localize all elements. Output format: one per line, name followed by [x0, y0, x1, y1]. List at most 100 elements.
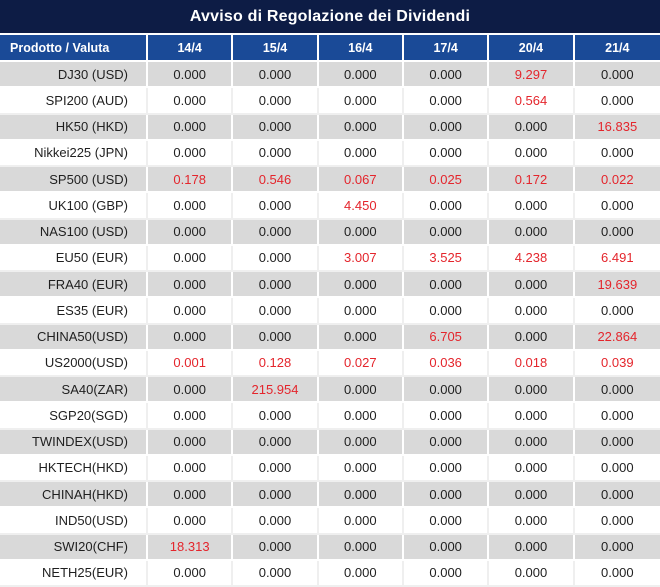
product-cell: NAS100 (USD) [0, 219, 148, 246]
value-cell: 0.000 [403, 114, 490, 141]
value-cell: 4.238 [489, 245, 575, 272]
value-cell: 0.000 [489, 324, 575, 351]
value-cell: 4.450 [318, 193, 404, 220]
value-cell: 0.000 [233, 114, 319, 141]
value-cell: 0.000 [233, 219, 319, 246]
value-cell: 0.000 [148, 219, 234, 246]
column-header-date-3: 16/4 [318, 35, 404, 62]
value-cell: 0.025 [403, 167, 490, 194]
value-cell: 0.000 [403, 560, 490, 587]
value-cell: 0.172 [489, 167, 575, 194]
value-cell: 0.000 [148, 140, 234, 167]
value-cell: 0.000 [574, 534, 660, 561]
table-row: IND50(USD) 0.000 0.000 0.000 0.000 0.000 0.000 [0, 508, 660, 535]
value-cell: 0.000 [233, 324, 319, 351]
product-cell: ES35 (EUR) [0, 298, 148, 325]
value-cell: 0.000 [148, 508, 234, 535]
product-cell: CHINAH(HKD) [0, 482, 148, 509]
value-cell: 3.525 [403, 245, 490, 272]
table-row: TWINDEX(USD) 0.000 0.000 0.000 0.000 0.000 0.0… [0, 429, 660, 456]
value-cell: 3.007 [318, 245, 404, 272]
product-cell: DJ30 (USD) [0, 62, 148, 89]
value-cell: 0.000 [318, 114, 404, 141]
value-cell: 0.000 [489, 140, 575, 167]
value-cell: 0.000 [233, 455, 319, 482]
product-cell: SWI20(CHF) [0, 534, 148, 561]
product-cell: NETH25(EUR) [0, 560, 148, 587]
value-cell: 16.835 [574, 114, 660, 141]
column-header-date-6: 21/4 [574, 35, 660, 62]
value-cell: 0.000 [403, 219, 490, 246]
value-cell: 0.000 [148, 455, 234, 482]
column-header-date-4: 17/4 [403, 35, 490, 62]
value-cell: 215.954 [233, 377, 319, 404]
column-header-date-2: 15/4 [233, 35, 319, 62]
value-cell: 0.000 [403, 193, 490, 220]
value-cell: 0.000 [233, 482, 319, 509]
value-cell: 0.564 [489, 88, 575, 115]
value-cell: 0.000 [318, 560, 404, 587]
value-cell: 0.000 [403, 62, 490, 89]
value-cell: 0.000 [489, 298, 575, 325]
value-cell: 0.000 [148, 88, 234, 115]
value-cell: 0.027 [318, 350, 404, 377]
table-row: UK100 (GBP) 0.000 0.000 4.450 0.000 0.000 0.00… [0, 193, 660, 220]
table-row: FRA40 (EUR) 0.000 0.000 0.000 0.000 0.000 19.6… [0, 272, 660, 299]
value-cell: 0.000 [318, 534, 404, 561]
value-cell: 0.000 [489, 429, 575, 456]
value-cell: 0.000 [148, 193, 234, 220]
table-row: CHINAH(HKD) 0.000 0.000 0.000 0.000 0.000 0.00… [0, 482, 660, 509]
value-cell: 0.000 [318, 455, 404, 482]
value-cell: 0.000 [148, 272, 234, 299]
product-cell: SA40(ZAR) [0, 377, 148, 404]
value-cell: 0.000 [489, 534, 575, 561]
value-cell: 0.000 [318, 298, 404, 325]
product-cell: FRA40 (EUR) [0, 272, 148, 299]
value-cell: 0.000 [403, 508, 490, 535]
value-cell: 0.000 [403, 88, 490, 115]
value-cell: 0.000 [403, 429, 490, 456]
value-cell: 0.000 [489, 560, 575, 587]
value-cell: 0.000 [233, 245, 319, 272]
column-header-date-1: 14/4 [148, 35, 234, 62]
value-cell: 0.000 [318, 482, 404, 509]
value-cell: 0.001 [148, 350, 234, 377]
value-cell: 0.022 [574, 167, 660, 194]
value-cell: 0.000 [574, 508, 660, 535]
value-cell: 0.039 [574, 350, 660, 377]
table-header-row: Prodotto / Valuta 14/4 15/4 16/4 17/4 20… [0, 35, 660, 62]
value-cell: 0.000 [233, 508, 319, 535]
value-cell: 0.000 [489, 377, 575, 404]
value-cell: 0.000 [233, 62, 319, 89]
value-cell: 0.000 [403, 455, 490, 482]
product-cell: SGP20(SGD) [0, 403, 148, 430]
value-cell: 0.000 [148, 114, 234, 141]
product-cell: SP500 (USD) [0, 167, 148, 194]
value-cell: 0.128 [233, 350, 319, 377]
value-cell: 0.000 [489, 272, 575, 299]
value-cell: 6.705 [403, 324, 490, 351]
value-cell: 6.491 [574, 245, 660, 272]
table-row: SPI200 (AUD) 0.000 0.000 0.000 0.000 0.564 0.0… [0, 88, 660, 115]
value-cell: 0.000 [574, 219, 660, 246]
column-header-date-5: 20/4 [489, 35, 575, 62]
value-cell: 0.000 [318, 219, 404, 246]
value-cell: 0.000 [574, 560, 660, 587]
table-row: SA40(ZAR) 0.000 215.954 0.000 0.000 0.000 0.00… [0, 377, 660, 404]
value-cell: 0.000 [148, 482, 234, 509]
value-cell: 0.000 [148, 403, 234, 430]
value-cell: 0.000 [489, 193, 575, 220]
value-cell: 0.000 [233, 272, 319, 299]
value-cell: 0.000 [148, 298, 234, 325]
value-cell: 0.000 [233, 534, 319, 561]
value-cell: 0.000 [403, 403, 490, 430]
value-cell: 0.000 [148, 429, 234, 456]
value-cell: 0.067 [318, 167, 404, 194]
page-title: Avviso di Regolazione dei Dividendi [0, 0, 660, 35]
value-cell: 0.000 [574, 62, 660, 89]
value-cell: 19.639 [574, 272, 660, 299]
value-cell: 0.000 [318, 377, 404, 404]
value-cell: 0.000 [403, 298, 490, 325]
value-cell: 0.000 [233, 193, 319, 220]
